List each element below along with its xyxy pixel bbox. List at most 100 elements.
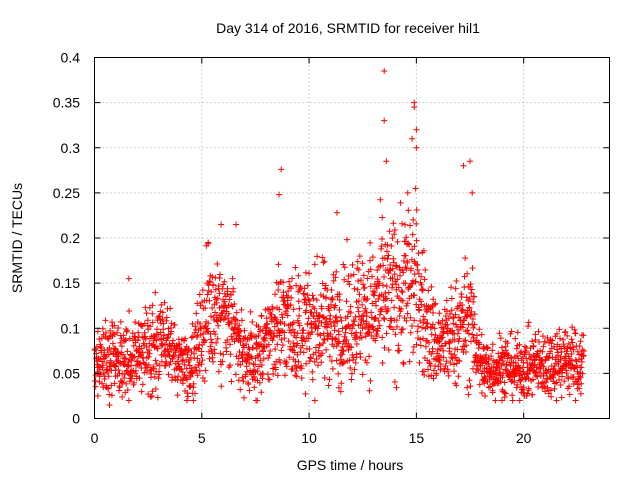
- data-point: [359, 371, 366, 378]
- data-point: [396, 313, 403, 320]
- data-point: [264, 371, 271, 378]
- data-point: [189, 333, 196, 340]
- data-point: [425, 287, 432, 294]
- data-point: [320, 314, 327, 321]
- data-point: [376, 322, 383, 329]
- data-point: [578, 380, 585, 387]
- data-point: [384, 295, 391, 302]
- data-point: [369, 323, 376, 330]
- data-point: [516, 397, 523, 404]
- data-point: [229, 275, 236, 282]
- data-point: [398, 329, 405, 336]
- data-point: [385, 305, 392, 312]
- data-point: [308, 309, 315, 316]
- data-point: [105, 385, 112, 392]
- data-point: [98, 371, 105, 378]
- data-point: [340, 261, 347, 268]
- data-point: [489, 347, 496, 354]
- data-point: [108, 392, 115, 399]
- data-point: [558, 349, 565, 356]
- data-point: [192, 323, 199, 330]
- data-point: [235, 377, 242, 384]
- data-point: [205, 348, 212, 355]
- data-point: [377, 196, 384, 203]
- data-point: [327, 312, 334, 319]
- data-point: [216, 275, 223, 282]
- data-point: [152, 385, 159, 392]
- data-point: [416, 359, 423, 366]
- data-point: [363, 359, 370, 366]
- data-point: [379, 236, 386, 243]
- data-point: [396, 347, 403, 354]
- data-point: [431, 301, 438, 308]
- data-point: [193, 310, 200, 317]
- data-point: [431, 325, 438, 332]
- data-point: [449, 330, 456, 337]
- data-point: [184, 351, 191, 358]
- data-point: [289, 365, 296, 372]
- data-point: [403, 317, 410, 324]
- data-point: [393, 317, 400, 324]
- data-point: [361, 284, 368, 291]
- data-point: [302, 269, 309, 276]
- data-point: [529, 367, 536, 374]
- data-point: [370, 326, 377, 333]
- data-point: [286, 283, 293, 290]
- data-point: [276, 191, 283, 198]
- data-point: [326, 307, 333, 314]
- data-point: [414, 328, 421, 335]
- data-point: [119, 394, 126, 401]
- data-point: [307, 355, 314, 362]
- data-point: [516, 341, 523, 348]
- data-point: [532, 331, 539, 338]
- data-point: [375, 295, 382, 302]
- y-tick-label: 0.15: [53, 275, 80, 291]
- data-point: [532, 356, 539, 363]
- data-point: [232, 371, 239, 378]
- data-point: [514, 381, 521, 388]
- data-point: [369, 273, 376, 280]
- data-point: [493, 363, 500, 370]
- data-point: [357, 321, 364, 328]
- data-point: [497, 335, 504, 342]
- data-point: [215, 322, 222, 329]
- y-tick-label: 0.35: [53, 95, 80, 111]
- data-point: [105, 373, 112, 380]
- data-point: [540, 343, 547, 350]
- data-point: [314, 253, 321, 260]
- data-point: [155, 375, 162, 382]
- data-point: [363, 313, 370, 320]
- data-point: [367, 266, 374, 273]
- data-point: [355, 266, 362, 273]
- data-point: [575, 356, 582, 363]
- data-point: [413, 126, 420, 133]
- data-point: [189, 370, 196, 377]
- data-point: [274, 372, 281, 379]
- data-point: [260, 355, 267, 362]
- data-point: [304, 282, 311, 289]
- data-point: [548, 393, 555, 400]
- data-point: [351, 366, 358, 373]
- data-point: [411, 243, 418, 250]
- data-point: [568, 350, 575, 357]
- data-point: [416, 307, 423, 314]
- data-point: [217, 350, 224, 357]
- data-point: [461, 273, 468, 280]
- data-point: [336, 297, 343, 304]
- data-point: [168, 328, 175, 335]
- data-point: [318, 305, 325, 312]
- data-point: [377, 308, 384, 315]
- data-point: [440, 347, 447, 354]
- data-point: [368, 309, 375, 316]
- data-point: [239, 374, 246, 381]
- data-point: [293, 282, 300, 289]
- data-point: [547, 348, 554, 355]
- data-point: [337, 388, 344, 395]
- data-point: [495, 350, 502, 357]
- data-point: [258, 389, 265, 396]
- data-point: [114, 357, 121, 364]
- data-point: [390, 326, 397, 333]
- data-point: [339, 344, 346, 351]
- data-point: [190, 380, 197, 387]
- data-point: [367, 283, 374, 290]
